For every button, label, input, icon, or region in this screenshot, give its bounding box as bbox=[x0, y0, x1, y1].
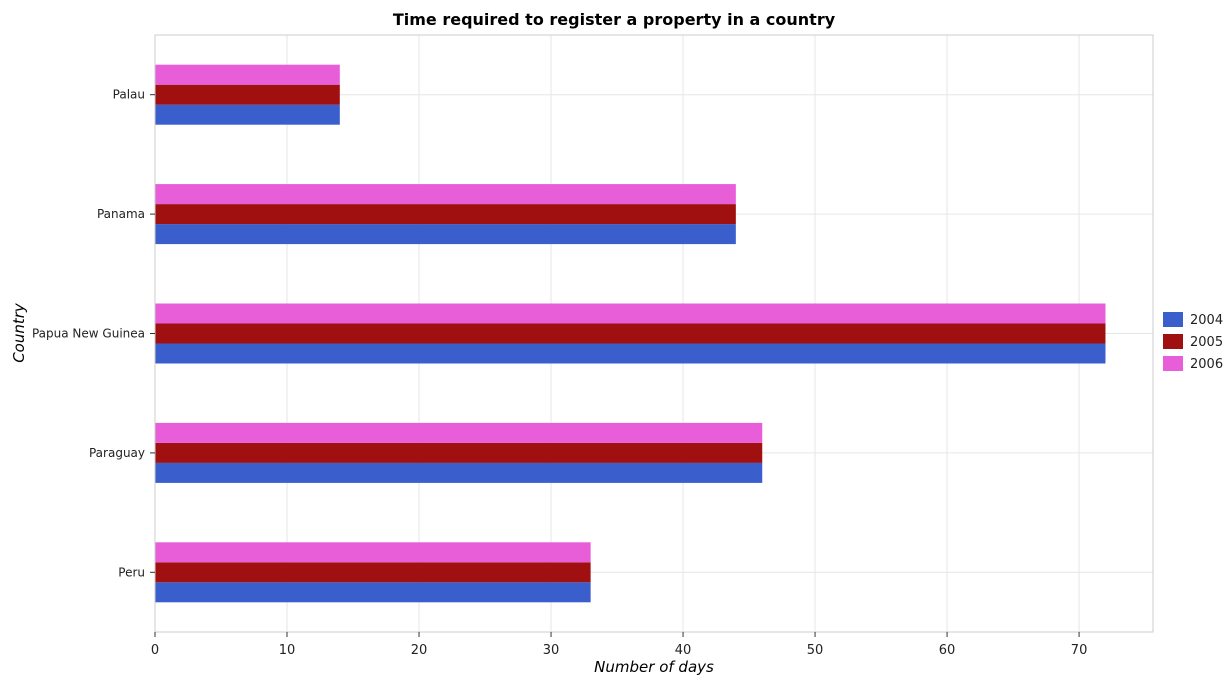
y-tick-label: Peru bbox=[118, 565, 145, 579]
x-axis-ticks: 0 10 20 30 40 50 60 70 bbox=[151, 632, 1087, 658]
y-tick-label: Panama bbox=[97, 207, 145, 221]
legend: 2004 2005 2006 bbox=[1163, 312, 1223, 372]
bar-peru-2005 bbox=[155, 562, 591, 583]
bar-panama-2006 bbox=[155, 184, 736, 205]
x-tick-label: 70 bbox=[1071, 643, 1088, 658]
bar-panama-2004 bbox=[155, 224, 736, 245]
y-tick-label: Paraguay bbox=[89, 446, 145, 460]
bar-peru-2004 bbox=[155, 582, 591, 603]
bar-papua-new-guinea-2005 bbox=[155, 323, 1106, 344]
y-axis-ticks: Palau Panama Papua New Guinea Paraguay Peru bbox=[32, 88, 155, 579]
bar-paraguay-2005 bbox=[155, 442, 763, 463]
bar-palau-2006 bbox=[155, 64, 340, 85]
legend-swatch-2006 bbox=[1163, 356, 1183, 371]
x-tick-label: 40 bbox=[675, 643, 692, 658]
bar-paraguay-2004 bbox=[155, 462, 763, 483]
legend-swatch-2005 bbox=[1163, 334, 1183, 349]
bar-papua-new-guinea-2004 bbox=[155, 343, 1106, 364]
legend-label-2005: 2005 bbox=[1190, 335, 1223, 350]
x-tick-label: 60 bbox=[939, 643, 956, 658]
x-axis-label: Number of days bbox=[594, 658, 714, 676]
legend-label-2006: 2006 bbox=[1190, 357, 1223, 372]
bar-palau-2005 bbox=[155, 84, 340, 105]
y-tick-label: Papua New Guinea bbox=[32, 327, 145, 341]
bar-papua-new-guinea-2006 bbox=[155, 303, 1106, 324]
x-tick-label: 50 bbox=[807, 643, 824, 658]
chart-title: Time required to register a property in … bbox=[393, 10, 836, 29]
legend-label-2004: 2004 bbox=[1190, 313, 1223, 328]
bar-palau-2004 bbox=[155, 104, 340, 125]
bar-peru-2006 bbox=[155, 542, 591, 563]
y-axis-label: Country bbox=[10, 302, 28, 363]
bar-paraguay-2006 bbox=[155, 422, 763, 443]
x-tick-label: 20 bbox=[411, 643, 428, 658]
legend-swatch-2004 bbox=[1163, 312, 1183, 327]
x-tick-label: 30 bbox=[543, 643, 560, 658]
bars bbox=[155, 64, 1106, 603]
y-tick-label: Palau bbox=[113, 88, 145, 102]
x-tick-label: 10 bbox=[279, 643, 296, 658]
bar-panama-2005 bbox=[155, 204, 736, 225]
x-tick-label: 0 bbox=[151, 643, 159, 658]
